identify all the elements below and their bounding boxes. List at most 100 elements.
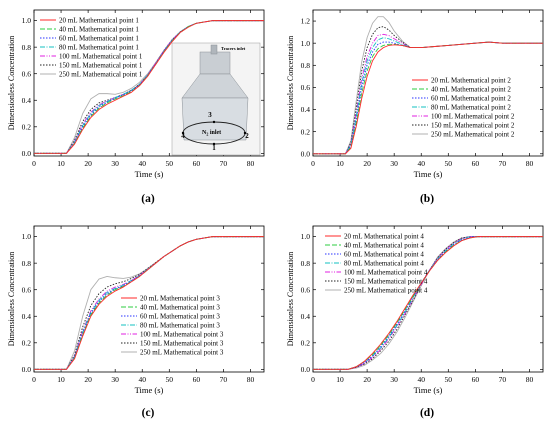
- legend-entry: 100 mL Mathematical point 1: [59, 53, 143, 61]
- plot-frame: [33, 9, 265, 157]
- x-tick-label: 20: [363, 375, 371, 384]
- legend-entry: 150 mL Mathematical point 1: [59, 62, 143, 70]
- x-tick-label: 80: [247, 375, 255, 384]
- legend-entry: 20 mL Mathematical point 1: [59, 17, 139, 25]
- legend-entry: 40 mL Mathematical point 1: [59, 26, 139, 34]
- x-tick-label: 60: [193, 159, 201, 168]
- legend: 20 mL Mathematical point 340 mL Mathemat…: [121, 295, 224, 357]
- legend-entry: 60 mL Mathematical point 4: [344, 251, 424, 259]
- legend-entry: 20 mL Mathematical point 4: [344, 233, 424, 241]
- y-tick-label: 0.2: [301, 127, 311, 136]
- legend-entry: 100 mL Mathematical point 2: [431, 113, 515, 121]
- legend: 20 mL Mathematical point 140 mL Mathemat…: [40, 17, 143, 79]
- x-tick-label: 60: [193, 375, 201, 384]
- x-tick-label: 40: [138, 375, 146, 384]
- y-tick-label: 0.8: [301, 259, 311, 268]
- x-tick-label: 50: [166, 375, 174, 384]
- legend-entry: 250 mL Mathematical point 3: [140, 349, 224, 357]
- x-tick-label: 70: [220, 159, 228, 168]
- x-axis-label: Time (s): [414, 385, 443, 395]
- y-tick-label: 0.6: [301, 83, 311, 92]
- legend-entry: 60 mL Mathematical point 3: [140, 313, 220, 321]
- legend: 20 mL Mathematical point 440 mL Mathemat…: [325, 233, 428, 295]
- legend-entry: 80 mL Mathematical point 3: [140, 322, 220, 330]
- chart-panel-c: 0 10 20 30 40 50 60 70 80 0.0 0.2 0.4 0.6 0.8 1.0 Time …: [7, 225, 265, 419]
- plot-frame: [312, 225, 544, 373]
- x-tick-label: 10: [57, 159, 65, 168]
- y-tick-label: 0.8: [301, 61, 311, 70]
- point-marker: [212, 120, 216, 124]
- y-tick-label: 0.0: [301, 149, 311, 158]
- x-axis-label: Time (s): [414, 169, 443, 179]
- x-axis-label: Time (s): [135, 385, 164, 395]
- y-tick-label: 0.4: [301, 105, 311, 114]
- point-label-2: 2: [245, 132, 249, 140]
- chart-panel-b: 0 10 20 30 40 50 60 70 80 0.0 0.2 0.4 0.6 0.8 1.0 1.2 Ti…: [286, 9, 544, 205]
- y-tick-label: 1.0: [22, 16, 32, 25]
- legend-entry: 250 mL Mathematical point 1: [59, 71, 143, 79]
- x-tick-label: 70: [220, 375, 228, 384]
- series-line: [313, 236, 543, 370]
- legend-entry: 20 mL Mathematical point 3: [140, 295, 220, 303]
- legend-entry: 80 mL Mathematical point 4: [344, 260, 424, 268]
- y-tick-label: 0.0: [22, 149, 32, 158]
- mixer-cylinder: [199, 51, 231, 75]
- point-label-4: 4: [181, 132, 185, 140]
- legend-entry: 150 mL Mathematical point 4: [344, 278, 428, 286]
- x-tick-label: 80: [247, 159, 255, 168]
- x-tick-label: 40: [417, 159, 425, 168]
- tracer-inlet-pipe: [210, 44, 218, 55]
- legend-entry: 80 mL Mathematical point 1: [59, 44, 139, 52]
- legend-entry: 40 mL Mathematical point 3: [140, 304, 220, 312]
- point-marker: [243, 131, 247, 135]
- y-axis-label: Dimensionless Concentration: [286, 36, 295, 130]
- series-line: [34, 20, 264, 154]
- y-tick-label: 0.2: [22, 338, 32, 347]
- legend-entry: 40 mL Mathematical point 2: [431, 86, 511, 94]
- legend-entry: 100 mL Mathematical point 3: [140, 331, 224, 339]
- x-tick-label: 50: [445, 159, 453, 168]
- legend-entry: 250 mL Mathematical point 2: [431, 131, 515, 139]
- x-tick-label: 70: [499, 159, 507, 168]
- legend-entry: 40 mL Mathematical point 4: [344, 242, 424, 250]
- legend-entry: 60 mL Mathematical point 1: [59, 35, 139, 43]
- x-axis-label: Time (s): [135, 169, 164, 179]
- y-tick-label: 0.6: [301, 285, 311, 294]
- y-axis-label: Dimensionless Concentration: [7, 252, 16, 346]
- y-tick-label: 0.4: [22, 96, 32, 105]
- x-tick-label: 60: [472, 375, 480, 384]
- x-tick-label: 30: [111, 159, 119, 168]
- point-marker: [212, 142, 216, 146]
- x-tick-label: 70: [499, 375, 507, 384]
- series-line: [313, 41, 543, 155]
- y-tick-label: 1.0: [301, 39, 311, 48]
- series-line: [34, 236, 264, 370]
- series-line: [313, 236, 543, 370]
- legend-entry: 100 mL Mathematical point 4: [344, 269, 428, 277]
- panel-caption: (c): [142, 407, 155, 419]
- chart-panel-d: 0 10 20 30 40 50 60 70 80 0.0 0.2 0.4 0.6 0.8 1.0 Time …: [286, 225, 544, 419]
- legend-entry: 20 mL Mathematical point 2: [431, 77, 511, 85]
- y-tick-label: 0.8: [22, 259, 32, 268]
- x-tick-label: 50: [445, 375, 453, 384]
- y-tick-label: 0.2: [22, 122, 32, 131]
- panel-caption: (b): [420, 193, 434, 205]
- y-tick-label: 1.0: [301, 232, 311, 241]
- legend-entry: 150 mL Mathematical point 2: [431, 122, 515, 130]
- series-line: [34, 20, 264, 154]
- series-line: [313, 26, 543, 155]
- y-tick-label: 0.6: [22, 285, 32, 294]
- y-tick-label: 0.4: [22, 312, 32, 321]
- x-tick-label: 30: [390, 159, 398, 168]
- point-marker: [181, 131, 185, 135]
- legend-entry: 80 mL Mathematical point 2: [431, 104, 511, 112]
- x-tick-label: 60: [472, 159, 480, 168]
- x-tick-label: 10: [336, 375, 344, 384]
- x-tick-label: 10: [57, 375, 65, 384]
- y-tick-label: 1.2: [301, 17, 311, 26]
- y-axis-label: Dimensionless Concentration: [7, 36, 16, 130]
- plot-frame: [312, 9, 544, 157]
- y-tick-label: 0.6: [22, 69, 32, 78]
- chart-panel-a: 0 10 20 30 40 50 60 70 80 0.0 0.2 0.4 0.6 0.8 1.0 Time …: [7, 9, 265, 205]
